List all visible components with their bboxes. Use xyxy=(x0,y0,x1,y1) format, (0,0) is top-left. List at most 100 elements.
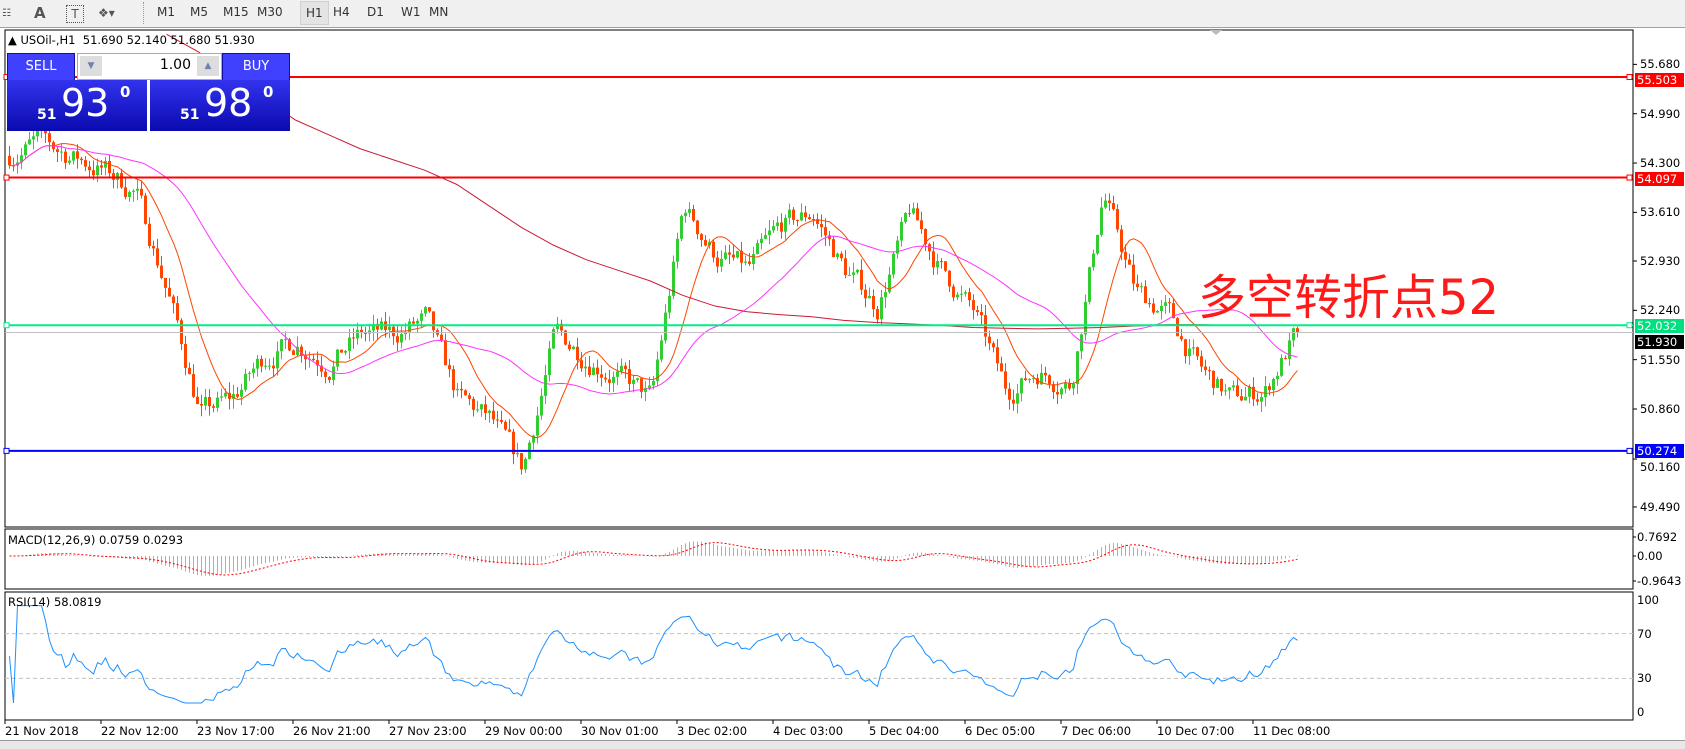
candle-body xyxy=(780,222,783,232)
properties-icon[interactable]: ☷ xyxy=(2,7,11,19)
candle-body xyxy=(444,340,447,366)
candle-body xyxy=(1120,229,1123,252)
timeframe-m1[interactable]: M1 xyxy=(157,5,175,19)
timeframe-m30[interactable]: M30 xyxy=(257,5,283,19)
candle-body xyxy=(932,251,935,268)
candle-body xyxy=(256,358,259,369)
candle-body xyxy=(572,346,575,350)
candle-body xyxy=(668,295,671,313)
increase-lot-icon[interactable]: ▲ xyxy=(197,56,219,76)
candle-body xyxy=(1008,388,1011,400)
timeframe-h1[interactable]: H1 xyxy=(300,1,329,25)
candle-body xyxy=(460,388,463,391)
buy-button[interactable]: BUY xyxy=(222,53,290,81)
candle-body xyxy=(1028,378,1031,381)
candle-body xyxy=(480,404,483,410)
candle-body xyxy=(680,216,683,239)
candle-body xyxy=(996,347,999,364)
sell-price-main: 93 xyxy=(61,81,110,125)
sell-price-button[interactable]: 51 93 0 xyxy=(7,80,147,131)
candle-body xyxy=(1216,378,1219,388)
price-tick-label: 52.240 xyxy=(1640,303,1681,318)
candle-body xyxy=(420,313,423,321)
chart-annotation-text[interactable]: 多空转折点52 xyxy=(1198,270,1500,326)
text-label-icon[interactable]: T xyxy=(66,5,84,23)
candle-body xyxy=(132,190,135,192)
rsi-line xyxy=(9,605,1298,704)
candle-body xyxy=(676,238,679,262)
candle-body xyxy=(468,395,471,399)
candle-body xyxy=(580,360,583,369)
candle-body xyxy=(208,396,211,407)
candle-body xyxy=(428,307,431,312)
candle-body xyxy=(440,334,443,341)
candle-body xyxy=(928,244,931,252)
candle-body xyxy=(164,277,167,288)
text-icon[interactable]: A xyxy=(34,4,46,22)
arrows-icon[interactable]: ❖▾ xyxy=(98,6,115,20)
lot-size-stepper[interactable]: ▼ 1.00 ▲ xyxy=(77,53,222,80)
candle-body xyxy=(564,330,567,345)
price-tick-label: 54.300 xyxy=(1640,156,1681,171)
buy-price-button[interactable]: 51 98 0 xyxy=(150,80,290,131)
price-tick-label: 53.610 xyxy=(1640,205,1681,220)
decrease-lot-icon[interactable]: ▼ xyxy=(80,56,102,76)
candle-body xyxy=(416,320,419,324)
timeframe-m5[interactable]: M5 xyxy=(190,5,208,19)
candle-body xyxy=(800,212,803,221)
candle-body xyxy=(456,388,459,391)
candle-body xyxy=(452,369,455,391)
candle-body xyxy=(1296,328,1299,333)
sell-button[interactable]: SELL xyxy=(7,53,75,81)
candle-body xyxy=(752,254,755,264)
candle-body xyxy=(392,326,395,337)
price-chart[interactable] xyxy=(0,28,1685,740)
candle-body xyxy=(1140,286,1143,288)
candle-body xyxy=(1264,386,1267,398)
candle-body xyxy=(592,367,595,376)
time-tick-label: 22 Nov 12:00 xyxy=(101,724,179,738)
candle-body xyxy=(1108,200,1111,204)
candle-body xyxy=(124,187,127,197)
candle-body xyxy=(1176,318,1179,337)
candle-body xyxy=(1128,259,1131,265)
candle-body xyxy=(400,334,403,343)
collapse-triangle-icon[interactable]: ▲ xyxy=(8,33,17,47)
toolbar: ☷ A T ❖▾ M1 M5 M15 M30 H1 H4 D1 W1 MN xyxy=(0,0,1685,28)
time-tick-label: 11 Dec 08:00 xyxy=(1253,724,1331,738)
candle-body xyxy=(672,261,675,296)
candle-body xyxy=(620,365,623,372)
candle-body xyxy=(712,241,715,258)
timeframe-mn[interactable]: MN xyxy=(429,5,449,19)
candle-body xyxy=(276,351,279,369)
timeframe-h4[interactable]: H4 xyxy=(333,5,350,19)
candle-body xyxy=(816,219,819,224)
timeframe-w1[interactable]: W1 xyxy=(401,5,421,19)
candle-body xyxy=(688,209,691,213)
rsi-tick-label: 30 xyxy=(1637,671,1652,686)
buy-price-prefix: 51 xyxy=(180,107,200,123)
candle-body xyxy=(500,419,503,422)
time-tick-label: 26 Nov 21:00 xyxy=(293,724,371,738)
candle-body xyxy=(260,358,263,367)
timeframe-m15[interactable]: M15 xyxy=(223,5,249,19)
candle-body xyxy=(184,344,187,368)
candle-body xyxy=(736,251,739,258)
candle-body xyxy=(916,208,919,221)
candle-body xyxy=(1092,253,1095,268)
timeframe-d1[interactable]: D1 xyxy=(367,5,384,19)
candle-body xyxy=(232,394,235,399)
candle-body xyxy=(1004,371,1007,389)
candle-body xyxy=(112,173,115,180)
chart-tabs-strip xyxy=(0,740,1685,749)
candle-body xyxy=(1220,378,1223,392)
candle-body xyxy=(628,369,631,384)
lot-size-input[interactable]: 1.00 xyxy=(159,57,191,73)
candle-body xyxy=(900,221,903,241)
candle-body xyxy=(224,392,227,397)
chart-window[interactable]: ▲ USOil-,H1 51.690 52.140 51.680 51.930 … xyxy=(0,28,1685,740)
candle-body xyxy=(1284,358,1287,360)
candle-body xyxy=(864,289,867,299)
time-tick-label: 4 Dec 03:00 xyxy=(773,724,844,738)
candle-body xyxy=(720,258,723,267)
